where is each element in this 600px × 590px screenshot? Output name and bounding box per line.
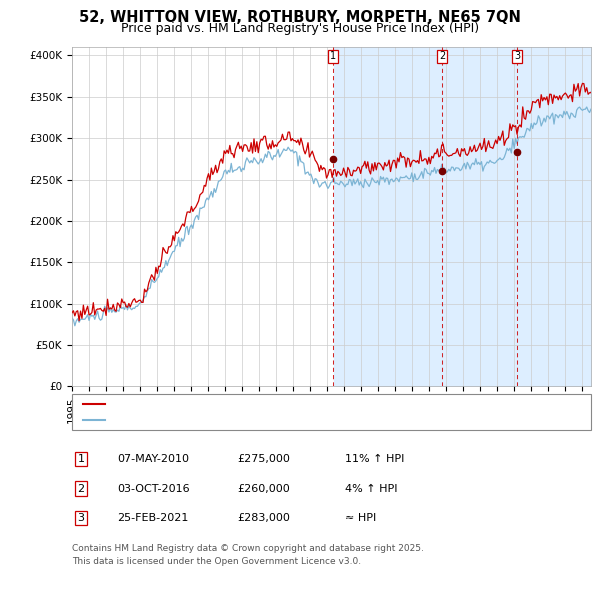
Text: 2: 2	[439, 51, 445, 61]
Text: 52, WHITTON VIEW, ROTHBURY, MORPETH, NE65 7QN (detached house): 52, WHITTON VIEW, ROTHBURY, MORPETH, NE6…	[110, 399, 512, 409]
Text: 52, WHITTON VIEW, ROTHBURY, MORPETH, NE65 7QN: 52, WHITTON VIEW, ROTHBURY, MORPETH, NE6…	[79, 10, 521, 25]
Text: 2: 2	[77, 484, 85, 493]
Text: HPI: Average price, detached house, Northumberland: HPI: Average price, detached house, Nort…	[110, 415, 408, 425]
Text: £275,000: £275,000	[237, 454, 290, 464]
Text: 07-MAY-2010: 07-MAY-2010	[117, 454, 189, 464]
Text: Contains HM Land Registry data © Crown copyright and database right 2025.: Contains HM Land Registry data © Crown c…	[72, 545, 424, 553]
Text: This data is licensed under the Open Government Licence v3.0.: This data is licensed under the Open Gov…	[72, 558, 361, 566]
Text: £283,000: £283,000	[237, 513, 290, 523]
Text: 3: 3	[514, 51, 520, 61]
Text: 11% ↑ HPI: 11% ↑ HPI	[345, 454, 404, 464]
Text: £260,000: £260,000	[237, 484, 290, 493]
Text: 3: 3	[77, 513, 85, 523]
Text: 1: 1	[77, 454, 85, 464]
Text: 25-FEB-2021: 25-FEB-2021	[117, 513, 188, 523]
Text: 4% ↑ HPI: 4% ↑ HPI	[345, 484, 398, 493]
Text: 1: 1	[330, 51, 336, 61]
Text: 03-OCT-2016: 03-OCT-2016	[117, 484, 190, 493]
Text: Price paid vs. HM Land Registry's House Price Index (HPI): Price paid vs. HM Land Registry's House …	[121, 22, 479, 35]
Text: ≈ HPI: ≈ HPI	[345, 513, 376, 523]
